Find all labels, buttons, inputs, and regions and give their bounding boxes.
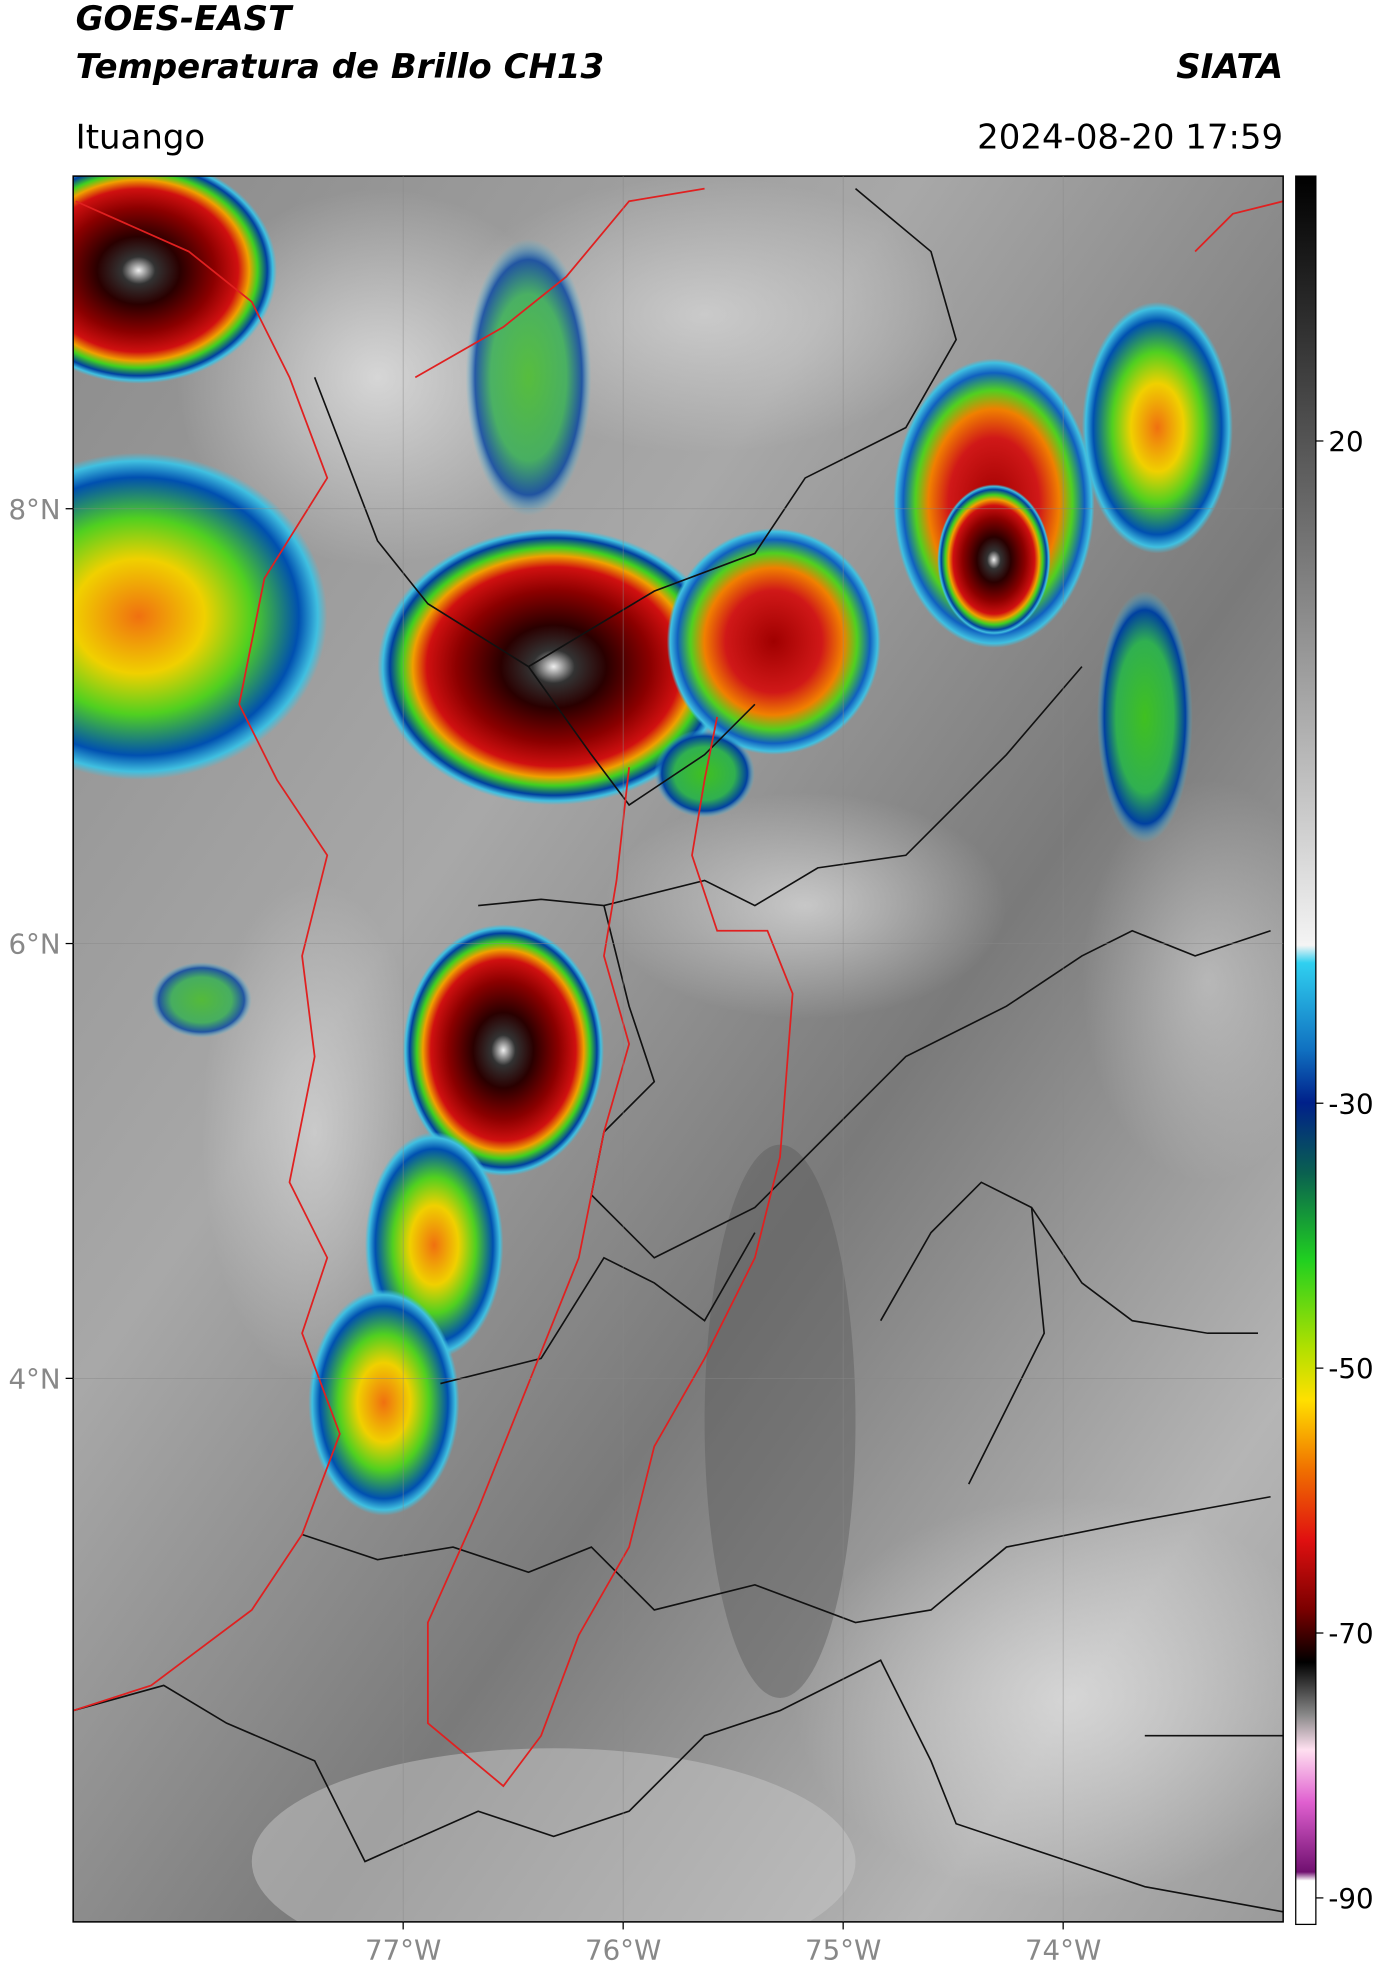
x-tick-label: 75°W xyxy=(805,1934,881,1967)
x-tick-label: 74°W xyxy=(1025,1934,1101,1967)
colorbar-tick-label: -30 xyxy=(1328,1087,1373,1120)
location: Ituango xyxy=(76,117,206,157)
y-tick-label: 8°N xyxy=(8,493,60,526)
colorbar-tick-label: -70 xyxy=(1328,1617,1373,1650)
timestamp: 2024-08-20 17:59 xyxy=(977,117,1283,157)
y-tick-label: 6°N xyxy=(8,928,60,961)
colorbar xyxy=(1295,175,1317,1926)
map-frame xyxy=(72,175,1284,1923)
x-tick-label: 77°W xyxy=(365,1934,441,1967)
colorbar-tick-label: 20 xyxy=(1328,425,1363,458)
map-image xyxy=(73,176,1284,1922)
subtitle: Temperatura de Brillo CH13 xyxy=(76,47,604,87)
title: GOES-EAST xyxy=(76,0,294,39)
y-tick-label: 4°N xyxy=(8,1362,60,1395)
colorbar-tick-label: -90 xyxy=(1328,1882,1373,1915)
colorbar-tick-label: -50 xyxy=(1328,1352,1373,1385)
source: SIATA xyxy=(1176,47,1283,87)
x-tick-label: 76°W xyxy=(585,1934,661,1967)
